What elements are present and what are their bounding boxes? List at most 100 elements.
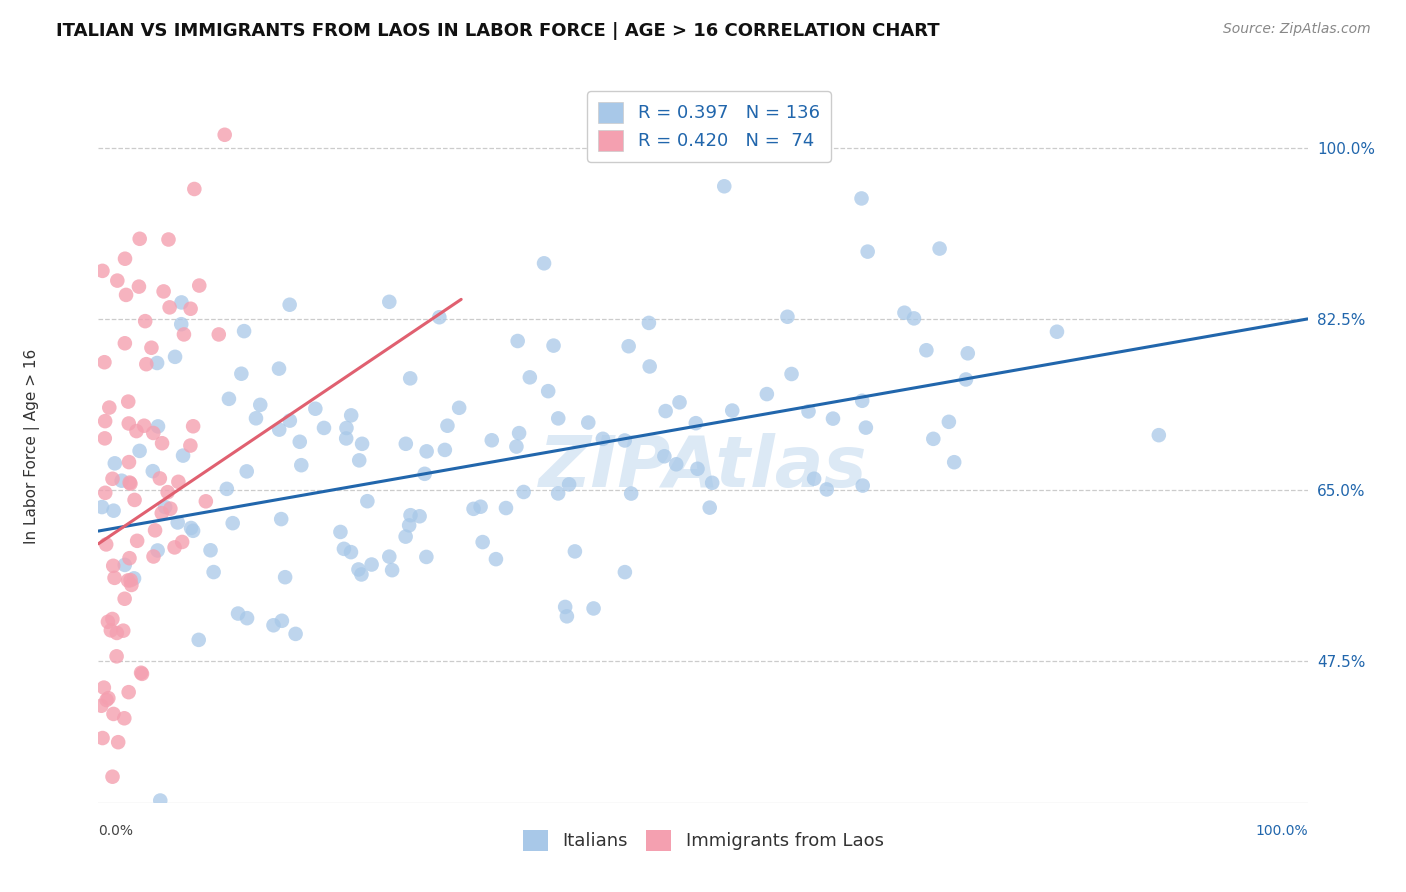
Point [654, 404, 676, 418]
Point [408, 509, 430, 524]
Point [360, 558, 382, 572]
Point [112, 624, 135, 638]
Point [470, 500, 492, 514]
Point [278, 414, 301, 428]
Point [114, 336, 136, 351]
Point [685, 416, 707, 430]
Point [100, 624, 122, 638]
Point [118, 685, 141, 699]
Point [519, 370, 541, 384]
Point [120, 578, 142, 592]
Point [249, 398, 271, 412]
Point [263, 618, 285, 632]
Point [576, 416, 599, 430]
Point [340, 545, 363, 559]
Point [170, 295, 193, 310]
Point [665, 457, 688, 471]
Point [115, 288, 138, 302]
Text: In Labor Force | Age > 16: In Labor Force | Age > 16 [24, 349, 39, 543]
Point [547, 486, 569, 500]
Point [613, 565, 636, 579]
Point [613, 434, 636, 448]
Point [128, 443, 150, 458]
Point [533, 256, 555, 270]
Point [654, 450, 676, 464]
Point [506, 334, 529, 348]
Point [620, 486, 643, 500]
Point [152, 285, 174, 299]
Point [236, 611, 259, 625]
Point [214, 128, 236, 142]
Point [852, 478, 875, 492]
Point [142, 464, 165, 478]
Point [101, 612, 124, 626]
Point [172, 535, 194, 549]
Point [226, 607, 249, 621]
Point [702, 475, 724, 490]
Point [114, 252, 136, 266]
Point [103, 571, 125, 585]
Point [117, 394, 139, 409]
Point [398, 518, 420, 533]
Point [222, 516, 245, 531]
Point [449, 401, 471, 415]
Point [955, 372, 977, 386]
Point [142, 425, 165, 440]
Point [855, 420, 877, 434]
Point [149, 793, 172, 807]
Point [93, 355, 115, 369]
Point [427, 310, 450, 325]
Point [215, 482, 238, 496]
Point [146, 419, 169, 434]
Point [537, 384, 560, 399]
Point [1046, 325, 1069, 339]
Point [101, 770, 124, 784]
Point [233, 324, 256, 338]
Point [97, 615, 120, 629]
Text: Source: ZipAtlas.com: Source: ZipAtlas.com [1223, 22, 1371, 37]
Point [165, 350, 187, 364]
Point [347, 453, 370, 467]
Point [200, 543, 222, 558]
Point [125, 424, 148, 438]
Point [617, 339, 640, 353]
Point [928, 242, 950, 256]
Point [134, 418, 156, 433]
Point [903, 311, 925, 326]
Point [463, 501, 485, 516]
Point [120, 573, 142, 587]
Point [105, 626, 128, 640]
Point [105, 649, 128, 664]
Point [117, 574, 139, 588]
Point [101, 472, 124, 486]
Point [436, 418, 458, 433]
Point [512, 485, 534, 500]
Point [146, 356, 169, 370]
Point [114, 558, 136, 572]
Point [582, 601, 605, 615]
Point [94, 431, 117, 445]
Point [172, 449, 194, 463]
Point [543, 338, 565, 352]
Point [555, 609, 578, 624]
Point [111, 474, 134, 488]
Point [333, 541, 356, 556]
Point [347, 562, 370, 576]
Text: 100.0%: 100.0% [1256, 824, 1308, 838]
Point [159, 501, 181, 516]
Point [505, 440, 527, 454]
Point [157, 232, 180, 246]
Point [103, 504, 125, 518]
Point [122, 571, 145, 585]
Point [153, 500, 176, 514]
Point [893, 306, 915, 320]
Point [413, 467, 436, 481]
Text: 0.0%: 0.0% [98, 824, 134, 838]
Point [943, 455, 966, 469]
Point [170, 317, 193, 331]
Point [103, 558, 125, 573]
Point [96, 693, 118, 707]
Point [433, 442, 456, 457]
Point [180, 301, 202, 316]
Point [179, 439, 201, 453]
